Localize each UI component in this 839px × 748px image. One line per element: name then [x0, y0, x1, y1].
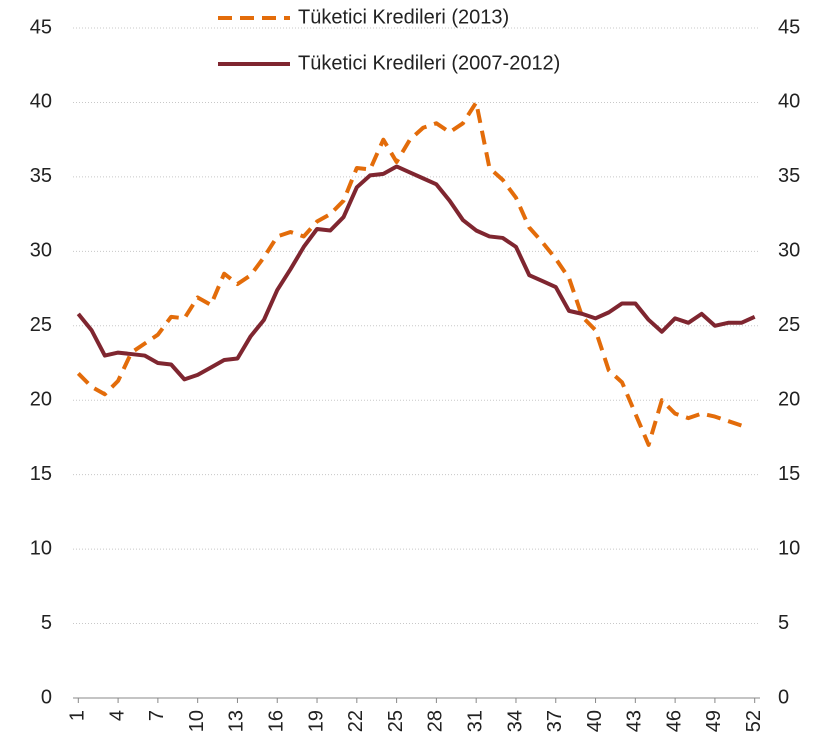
y-tick-label: 25: [30, 314, 52, 336]
x-tick-label: 34: [504, 710, 526, 732]
x-tick-label: 19: [305, 710, 327, 732]
x-tick-label: 40: [584, 710, 606, 732]
x-tick-label: 16: [266, 710, 288, 732]
x-tick-label: 46: [663, 710, 685, 732]
x-tick-label: 4: [106, 710, 128, 721]
series-line: [76, 164, 756, 382]
y2-tick-label: 15: [778, 463, 800, 485]
y-tick-label: 15: [30, 463, 52, 485]
y-tick-label: 30: [30, 240, 52, 262]
y2-tick-label: 5: [778, 612, 789, 634]
y-tick-label: 40: [30, 91, 52, 113]
y-tick-label: 5: [41, 612, 52, 634]
x-tick-label: 22: [345, 710, 367, 732]
x-tick-label: 52: [743, 710, 765, 732]
x-tick-label: 13: [226, 710, 248, 732]
x-tick-label: 7: [146, 710, 168, 721]
y2-tick-label: 25: [778, 314, 800, 336]
y-tick-label: 45: [30, 16, 52, 38]
y-tick-label: 35: [30, 165, 52, 187]
y2-tick-label: 10: [778, 537, 800, 559]
y2-tick-label: 30: [778, 240, 800, 262]
y2-tick-label: 40: [778, 91, 800, 113]
y2-tick-label: 35: [778, 165, 800, 187]
legend-label: Tüketici Kredileri (2013): [298, 6, 509, 28]
y-tick-label: 0: [41, 686, 52, 708]
x-tick-label: 1: [67, 710, 89, 721]
y-tick-label: 10: [30, 537, 52, 559]
x-tick-label: 28: [425, 710, 447, 732]
x-tick-label: 49: [703, 710, 725, 732]
legend-label: Tüketici Kredileri (2007-2012): [298, 52, 560, 74]
x-tick-label: 31: [464, 710, 486, 732]
y-tick-label: 20: [30, 389, 52, 411]
x-tick-label: 25: [385, 710, 407, 732]
series-line: [76, 100, 743, 447]
y2-tick-label: 0: [778, 686, 789, 708]
x-tick-label: 43: [624, 710, 646, 732]
y2-tick-label: 45: [778, 16, 800, 38]
y2-tick-label: 20: [778, 389, 800, 411]
x-tick-label: 10: [186, 710, 208, 732]
x-tick-label: 37: [544, 710, 566, 732]
